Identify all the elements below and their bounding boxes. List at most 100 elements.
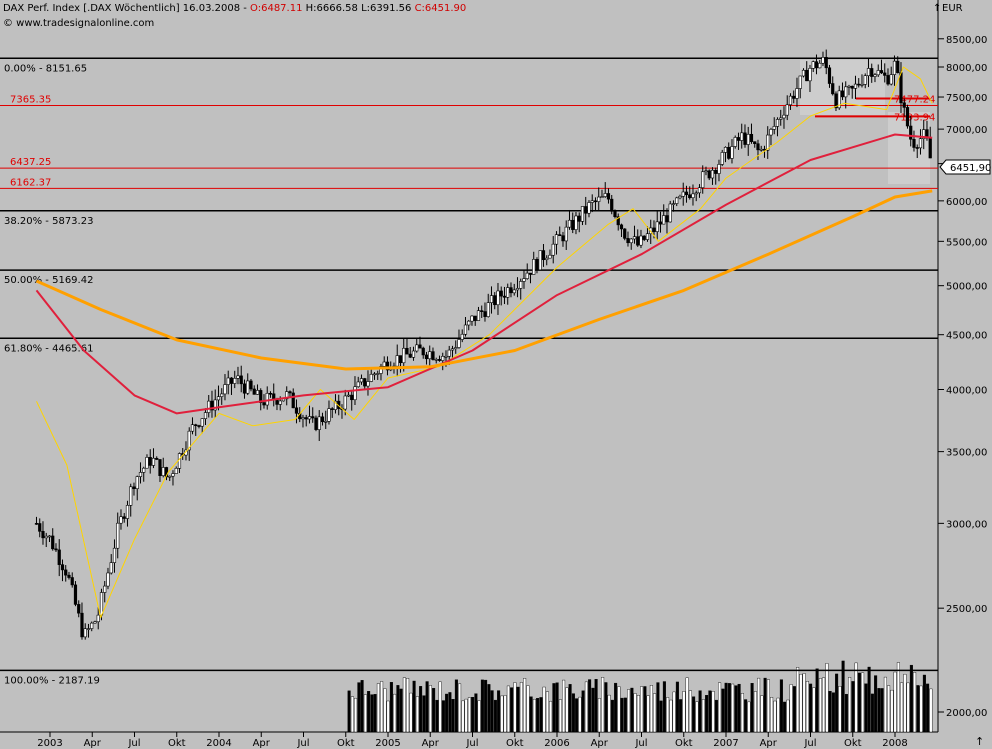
volume-bar — [750, 683, 754, 733]
volume-bar — [419, 686, 423, 733]
candle-body — [255, 390, 260, 395]
volume-bar — [568, 684, 572, 733]
candle-body — [203, 412, 208, 419]
candle-body — [333, 400, 338, 410]
header-low: L:6391.56 — [361, 3, 411, 14]
candle-body — [746, 133, 750, 145]
volume-bar — [471, 696, 475, 733]
candle-body — [733, 137, 737, 147]
candle-body — [418, 344, 422, 349]
candle-body — [210, 400, 214, 411]
candle-body — [805, 69, 809, 82]
resistance-label: 7477.24 — [894, 94, 935, 105]
candle-body — [395, 355, 399, 367]
currency-label: EUR — [942, 3, 963, 14]
candle-body — [343, 395, 347, 410]
volume-bar — [731, 683, 735, 733]
x-tick-label: Apr — [760, 738, 778, 749]
candle-body — [704, 170, 708, 173]
candle-body — [171, 473, 175, 477]
candle-body — [743, 132, 747, 145]
candle-body — [905, 107, 910, 127]
y-tick-label: 2000,00 — [946, 708, 987, 719]
candle-body — [317, 416, 321, 430]
candle-body — [145, 457, 149, 469]
volume-bar — [877, 688, 881, 733]
candle-body — [675, 197, 679, 204]
candle-body — [710, 169, 715, 179]
candle-body — [138, 472, 143, 477]
candle-body — [545, 257, 549, 261]
candle-body — [701, 171, 705, 188]
volume-bar — [480, 679, 484, 733]
volume-bar — [779, 679, 783, 733]
volume-bar — [406, 678, 410, 733]
volume-bar — [597, 698, 601, 733]
volume-bar — [558, 699, 562, 733]
fib-level-label: 38.20% - 5873.23 — [4, 216, 93, 227]
volume-bar — [571, 693, 575, 733]
candle-body — [688, 194, 692, 199]
volume-bar — [919, 685, 923, 733]
volume-bar — [370, 694, 374, 733]
candle-body — [717, 164, 721, 174]
candle-body — [80, 612, 84, 638]
candle-body — [103, 585, 107, 593]
volume-bar — [607, 694, 611, 733]
candle-body — [177, 453, 182, 469]
candle-body — [34, 523, 39, 525]
x-tick-label: 2007 — [713, 738, 738, 749]
volume-bar — [711, 691, 715, 733]
candle-body — [158, 459, 162, 476]
candle-body — [658, 221, 663, 225]
candle-body — [382, 361, 386, 367]
volume-bar — [744, 699, 748, 733]
candle-body — [863, 75, 867, 85]
candle-body — [899, 72, 903, 104]
volume-bar — [675, 681, 679, 733]
candle-body — [749, 133, 754, 142]
candle-body — [606, 193, 611, 200]
volume-bar — [789, 684, 793, 733]
volume-bar — [916, 685, 920, 733]
candle-body — [346, 394, 351, 397]
candle-body — [600, 196, 604, 198]
candle-body — [853, 83, 858, 89]
candle-body — [502, 295, 507, 298]
candle-body — [775, 119, 780, 127]
candle-body — [151, 457, 156, 466]
candle-body — [353, 386, 357, 401]
volume-bar — [396, 685, 400, 733]
candle-body — [590, 200, 594, 203]
volume-bar — [812, 687, 816, 733]
volume-bar — [893, 671, 897, 733]
volume-bar — [386, 700, 390, 733]
volume-bar — [555, 682, 559, 733]
volume-bars — [347, 660, 933, 733]
volume-bar — [867, 666, 871, 733]
scroll-arrow-icon[interactable]: ↑ — [975, 735, 984, 748]
volume-bar — [451, 699, 455, 733]
candle-body — [671, 203, 676, 205]
volume-bar — [402, 677, 406, 733]
scroll-up-arrow-icon[interactable]: ↑ — [933, 3, 941, 14]
candle-body — [242, 383, 247, 394]
volume-bar — [828, 691, 832, 733]
volume-bar — [422, 695, 426, 733]
candle-body — [727, 146, 731, 159]
volume-bar — [376, 683, 380, 733]
candle-body — [402, 347, 406, 364]
volume-bar — [692, 696, 696, 733]
volume-bar — [802, 673, 806, 733]
y-tick-label: 2500,00 — [946, 604, 987, 615]
candle-body — [723, 146, 728, 153]
x-tick-label: Okt — [844, 738, 862, 749]
candle-body — [844, 86, 848, 98]
candle-body — [405, 347, 409, 355]
volume-bar — [448, 692, 452, 733]
candle-body — [831, 83, 835, 95]
candle-body — [473, 315, 477, 321]
candle-body — [148, 457, 152, 466]
volume-bar — [516, 686, 520, 733]
